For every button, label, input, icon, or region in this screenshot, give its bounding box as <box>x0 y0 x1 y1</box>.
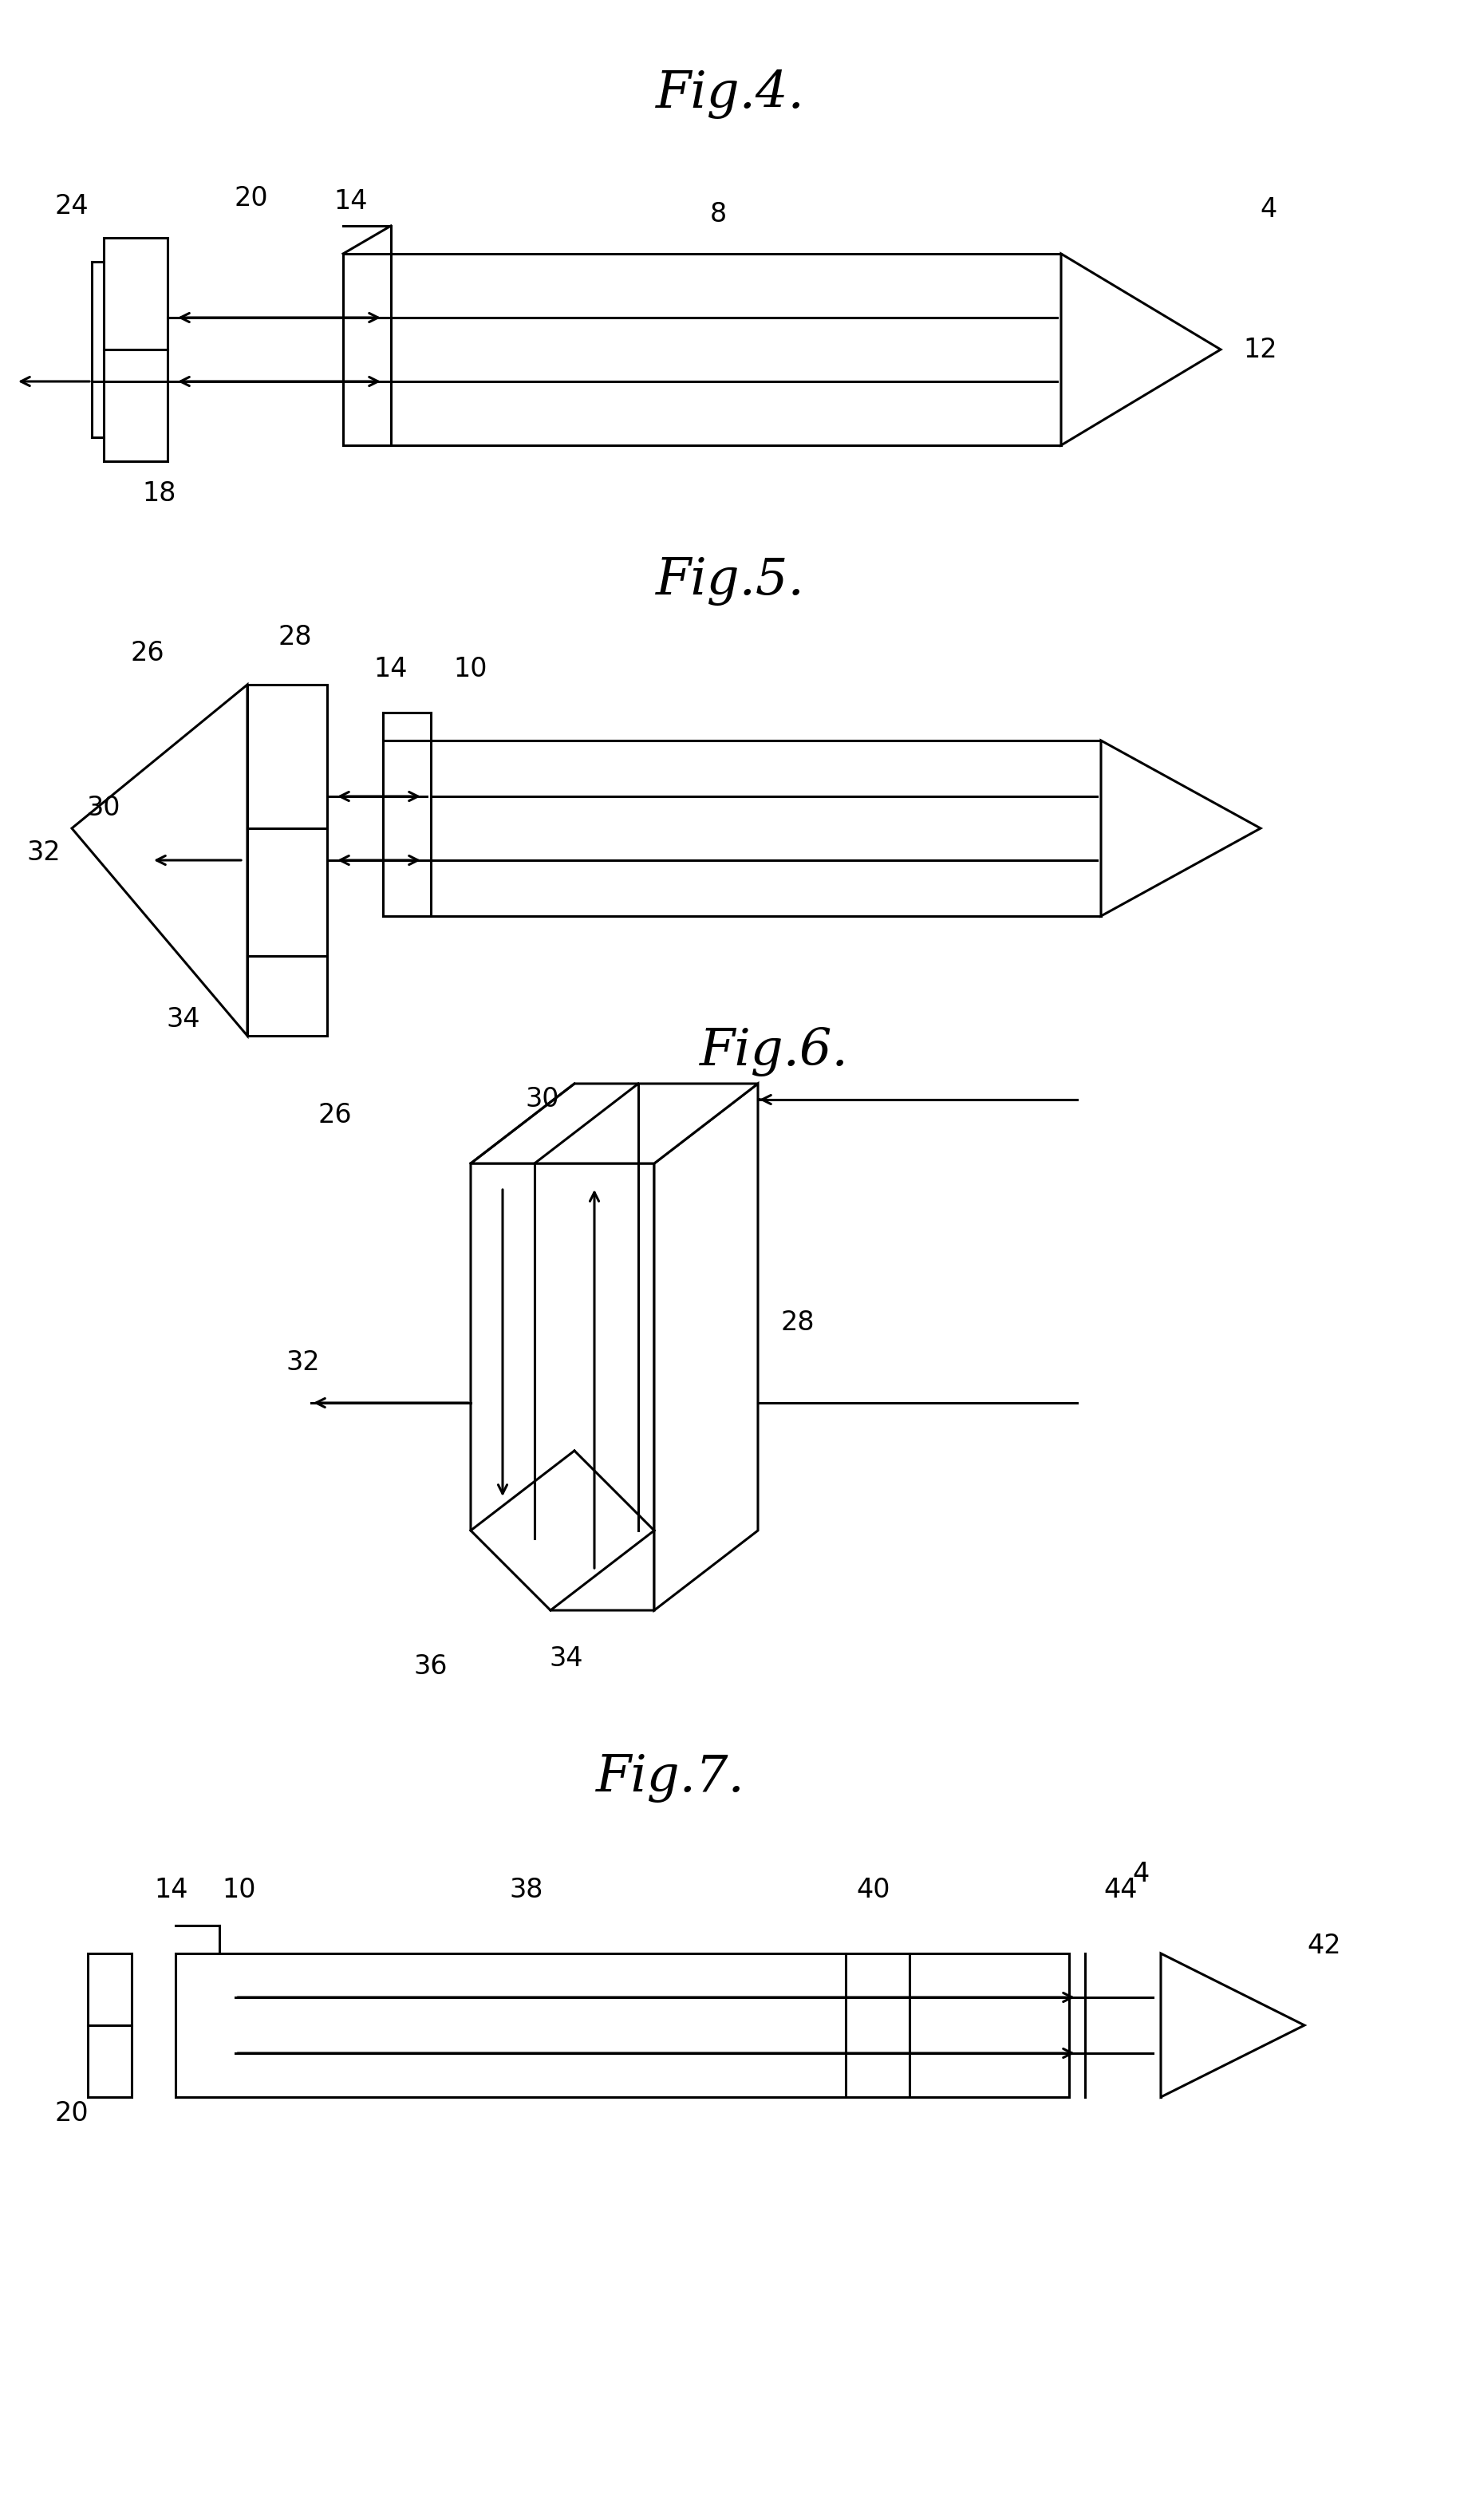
Bar <box>104 237 168 461</box>
Text: 34: 34 <box>166 1005 200 1033</box>
Text: 24: 24 <box>55 192 89 219</box>
Polygon shape <box>1101 741 1260 917</box>
Text: 36: 36 <box>413 1653 448 1678</box>
Bar <box>88 1953 131 2097</box>
Text: 34: 34 <box>549 1646 583 1671</box>
Text: 14: 14 <box>334 189 368 214</box>
Bar <box>343 255 1060 446</box>
Text: 26: 26 <box>318 1101 352 1129</box>
Text: 14: 14 <box>374 655 407 683</box>
Polygon shape <box>72 685 247 1036</box>
Bar <box>247 685 327 1036</box>
Text: 26: 26 <box>130 640 165 665</box>
Text: 30: 30 <box>86 796 121 822</box>
Polygon shape <box>1161 1953 1304 2097</box>
Text: 32: 32 <box>26 839 61 864</box>
Text: 8: 8 <box>710 202 726 227</box>
Text: 42: 42 <box>1307 1933 1340 1958</box>
Text: 44: 44 <box>1104 1877 1137 1903</box>
Text: 12: 12 <box>1242 335 1278 363</box>
Polygon shape <box>470 1084 758 1164</box>
Text: 20: 20 <box>234 184 269 212</box>
Text: 28: 28 <box>781 1310 815 1336</box>
Text: 18: 18 <box>143 479 177 507</box>
Text: 28: 28 <box>277 622 312 650</box>
Text: 10: 10 <box>454 655 488 683</box>
Bar <box>175 1953 1069 2097</box>
Text: 4: 4 <box>1260 197 1276 224</box>
Text: Fig.7.: Fig.7. <box>596 1754 745 1802</box>
Text: Fig.4.: Fig.4. <box>656 71 804 118</box>
Text: Fig.5.: Fig.5. <box>656 557 804 605</box>
Text: 40: 40 <box>856 1877 891 1903</box>
Text: 20: 20 <box>55 2099 89 2127</box>
Text: 14: 14 <box>155 1877 188 1903</box>
Text: 32: 32 <box>286 1351 320 1376</box>
Polygon shape <box>654 1084 758 1610</box>
Text: Fig.6.: Fig.6. <box>699 1028 848 1076</box>
Bar <box>383 741 1101 917</box>
Text: 10: 10 <box>222 1877 255 1903</box>
Polygon shape <box>1060 255 1221 446</box>
Polygon shape <box>470 1164 654 1610</box>
Text: 38: 38 <box>510 1877 543 1903</box>
Text: 30: 30 <box>526 1086 559 1114</box>
Text: 4: 4 <box>1132 1860 1149 1887</box>
